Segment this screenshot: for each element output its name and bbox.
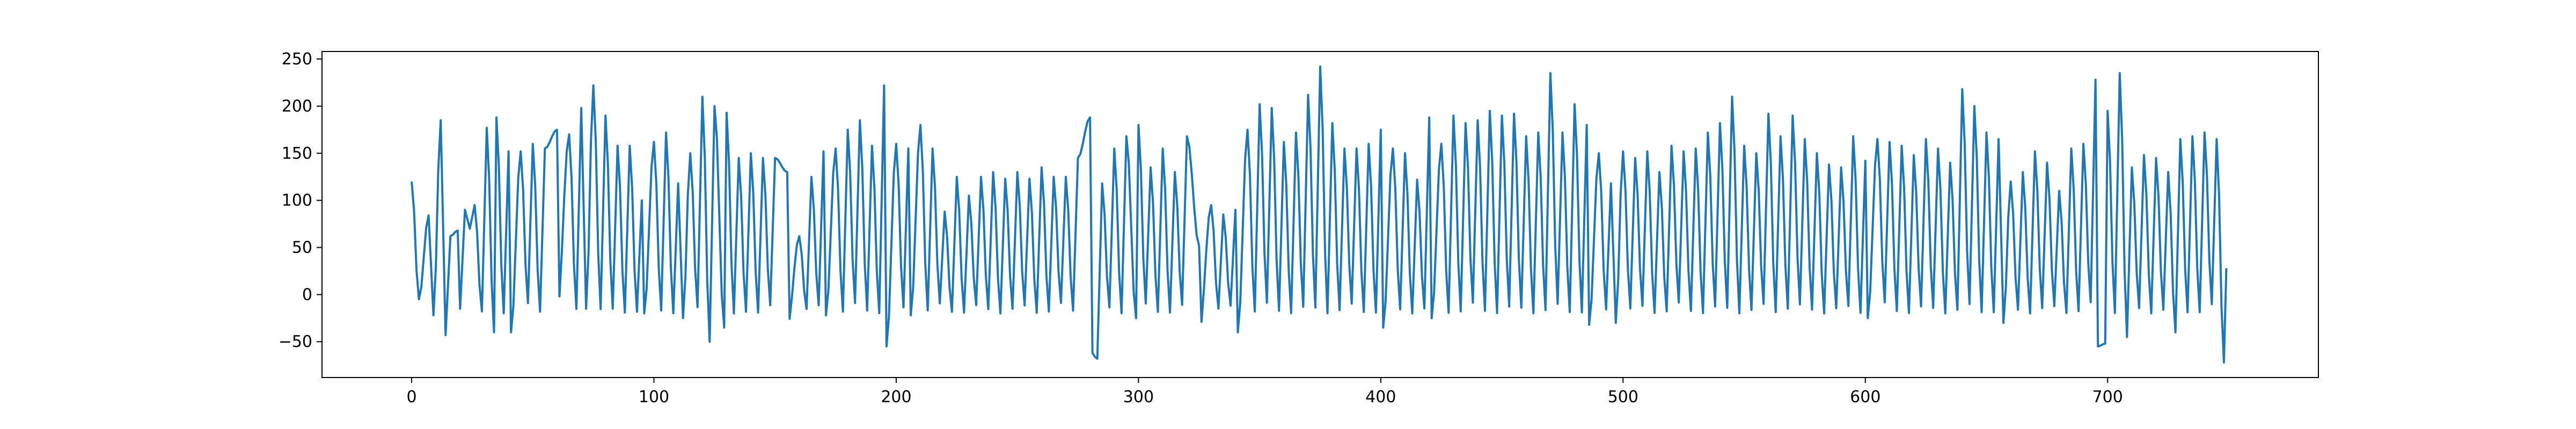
x-tick-label: 300: [1123, 388, 1154, 406]
x-tick-label: 0: [406, 388, 416, 406]
x-tick-label: 200: [881, 388, 911, 406]
x-tick-label: 100: [639, 388, 669, 406]
y-tick-label: 100: [282, 191, 312, 210]
y-tick-label: 0: [302, 285, 312, 304]
axes-frame: [321, 51, 2319, 378]
series-layer: [411, 65, 2228, 364]
plot-area: 0 100 200 300 400 500 600 700 −50 0 50 100 150 200 25…: [279, 50, 2319, 406]
x-tick-label: 700: [2092, 388, 2123, 406]
x-axis: 0 100 200 300 400 500 600 700: [406, 378, 2123, 406]
x-tick-label: 500: [1608, 388, 1638, 406]
y-tick-label: −50: [279, 332, 312, 351]
y-axis: −50 0 50 100 150 200 250: [279, 50, 322, 351]
y-tick-label: 250: [282, 50, 312, 69]
y-tick-label: 50: [292, 239, 312, 257]
y-tick-label: 150: [282, 144, 312, 163]
series-line: [411, 65, 2228, 364]
y-tick-label: 200: [282, 97, 312, 116]
x-tick-label: 400: [1365, 388, 1396, 406]
x-tick-label: 600: [1850, 388, 1880, 406]
